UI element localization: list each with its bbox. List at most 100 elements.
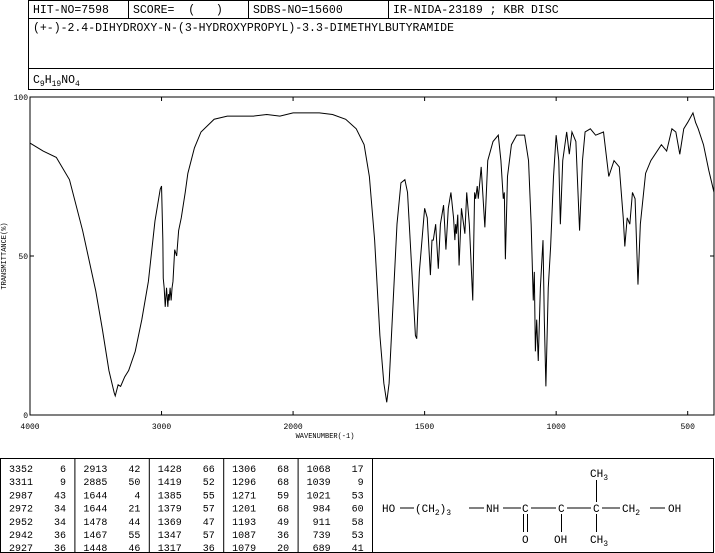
plot-frame (29, 96, 715, 416)
peak-wavenumber: 2942 (9, 531, 33, 542)
peak-wavenumber: 1428 (158, 465, 182, 476)
peak-wavenumber: 1644 (83, 491, 107, 502)
score: SCORE= ( ) (133, 4, 223, 17)
peak-transmittance: 68 (277, 505, 289, 516)
peak-transmittance: 68 (277, 478, 289, 489)
atom-subscript: 2 (635, 509, 640, 518)
peak-transmittance: 9 (60, 478, 66, 489)
formula-element: NO (61, 74, 75, 87)
atom-subscript: 2 (435, 509, 440, 518)
peak-wavenumber: 689 (313, 544, 331, 553)
compound-name: (+-)-2.4-DIHYDROXY-N-(3-HYDROXYPROPYL)-3… (33, 22, 454, 35)
x-tick-label: 3000 (152, 423, 171, 432)
peak-wavenumber: 1306 (232, 465, 256, 476)
atom-label: NH (486, 504, 499, 516)
peak-wavenumber: 2885 (83, 478, 107, 489)
peak-wavenumber: 984 (313, 505, 331, 516)
atom-label: CH (590, 535, 603, 547)
peak-wavenumber: 1467 (83, 531, 107, 542)
peak-transmittance: 36 (277, 531, 289, 542)
peak-wavenumber: 2972 (9, 505, 33, 516)
peak-transmittance: 47 (203, 518, 215, 529)
peak-wavenumber: 1039 (307, 478, 331, 489)
peak-wavenumber: 1419 (158, 478, 182, 489)
atom-label: (CH2)3 (415, 504, 451, 518)
formula-element: C (33, 74, 40, 87)
peak-transmittance: 53 (352, 491, 364, 502)
atom-subscript: 3 (603, 474, 608, 483)
peak-transmittance: 52 (203, 478, 215, 489)
peak-wavenumber: 1317 (158, 544, 182, 553)
peak-wavenumber: 1369 (158, 518, 182, 529)
peak-wavenumber: 2927 (9, 544, 33, 553)
x-axis-label: WAVENUMBER(-1) (296, 433, 355, 441)
peak-wavenumber: 1087 (232, 531, 256, 542)
peak-transmittance: 4 (134, 491, 140, 502)
peak-wavenumber: 1079 (232, 544, 256, 553)
peak-transmittance: 49 (277, 518, 289, 529)
peak-transmittance: 66 (203, 465, 215, 476)
x-tick-label: 2000 (283, 423, 302, 432)
peak-wavenumber: 739 (313, 531, 331, 542)
peak-wavenumber: 1068 (307, 465, 331, 476)
peak-wavenumber: 1385 (158, 491, 182, 502)
peak-transmittance: 57 (203, 531, 215, 542)
x-tick-label: 4000 (20, 423, 39, 432)
atom-label: CH (622, 504, 635, 516)
bonds (400, 480, 665, 532)
peak-wavenumber: 2987 (9, 491, 33, 502)
peak-transmittance: 20 (277, 544, 289, 553)
formula-subscript: 19 (52, 80, 62, 89)
peak-wavenumber: 2952 (9, 518, 33, 529)
atom-subscript: 3 (603, 540, 608, 549)
header-frame (28, 0, 714, 90)
atom-label: ) (440, 504, 447, 516)
peak-wavenumber: 3311 (9, 478, 33, 489)
peak-transmittance: 60 (352, 505, 364, 516)
peak-wavenumber: 1193 (232, 518, 256, 529)
formula-subscript: 4 (75, 80, 80, 89)
peak-transmittance: 34 (54, 518, 66, 529)
peak-transmittance: 9 (358, 478, 364, 489)
peak-wavenumber: 1271 (232, 491, 256, 502)
peak-wavenumber: 1296 (232, 478, 256, 489)
atom-label: CH3 (590, 535, 608, 549)
atom-label: C (593, 504, 600, 516)
peak-transmittance: 17 (352, 465, 364, 476)
sdbs-number: SDBS-NO=15600 (253, 4, 343, 17)
atom-label: CH (590, 469, 603, 481)
peak-wavenumber: 2913 (83, 465, 107, 476)
peak-transmittance: 34 (54, 505, 66, 516)
y-tick-label: 50 (18, 253, 28, 262)
peak-transmittance: 46 (128, 544, 140, 553)
peak-transmittance: 41 (352, 544, 364, 553)
peak-wavenumber: 1448 (83, 544, 107, 553)
peak-wavenumber: 1201 (232, 505, 256, 516)
atom-label: O (522, 535, 529, 547)
peak-transmittance: 6 (60, 465, 66, 476)
hit-number: HIT-NO=7598 (33, 4, 109, 17)
atom-label: CH2 (622, 504, 640, 518)
atom-label: C (558, 504, 565, 516)
formula-subscript: 9 (40, 80, 45, 89)
atom-label: HO (382, 504, 396, 516)
structure-labels: HO (CH2)3 NH C O C OH C CH3 CH3 CH2 OH (382, 469, 681, 549)
x-tick-label: 500 (680, 423, 695, 432)
peak-wavenumber: 3352 (9, 465, 33, 476)
atom-label: C (522, 504, 529, 516)
method: IR-NIDA-23189 ; KBR DISC (393, 4, 559, 17)
y-axis-label: TRANSMITTANCE(%) (1, 222, 9, 289)
peak-wavenumber: 1379 (158, 505, 182, 516)
atom-subscript: 3 (446, 509, 451, 518)
atom-label: (CH (415, 504, 435, 516)
peak-transmittance: 36 (54, 544, 66, 553)
spectrum-line (29, 111, 715, 403)
peak-transmittance: 68 (277, 465, 289, 476)
peak-wavenumber: 911 (313, 518, 331, 529)
peak-transmittance: 50 (128, 478, 140, 489)
peak-wavenumber: 1478 (83, 518, 107, 529)
peak-transmittance: 36 (54, 531, 66, 542)
peak-transmittance: 59 (277, 491, 289, 502)
